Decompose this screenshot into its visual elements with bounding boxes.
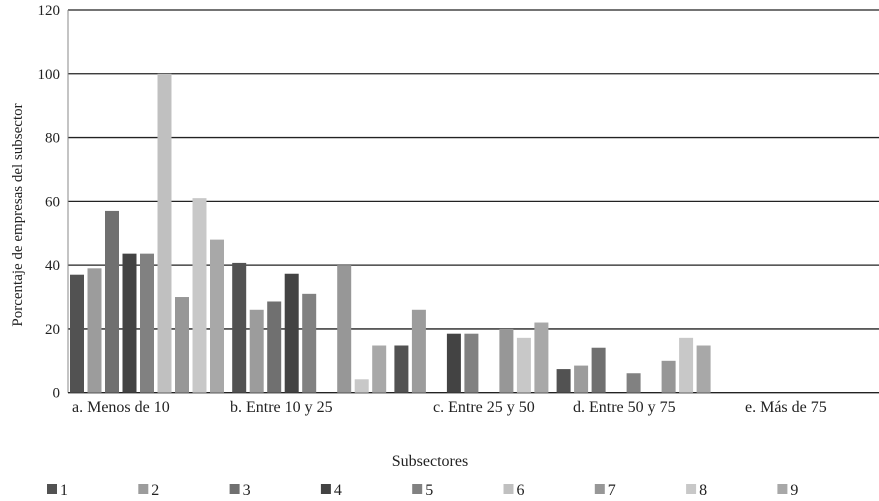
legend-label: 6 [517, 482, 525, 499]
legend-swatch-4 [320, 484, 331, 494]
bar-series-1-2 [394, 345, 409, 393]
bars [70, 73, 711, 393]
bar-series-7-2 [499, 328, 514, 393]
legend-swatch-8 [686, 484, 697, 494]
bar-series-9-2 [534, 322, 549, 393]
legend-swatch-5 [412, 484, 423, 494]
legend-label: 1 [60, 482, 68, 499]
legend-swatch-9 [777, 484, 788, 494]
bar-series-5-1 [302, 293, 317, 393]
bar-series-3-0 [105, 210, 119, 393]
x-tick-labels: a. Menos de 10 b. Entre 10 y 25 c. Entre 2… [72, 399, 827, 416]
bar-series-1-0 [70, 274, 84, 393]
x-tick-label: e. Más de 75 [745, 399, 827, 416]
x-tick-label: b. Entre 10 y 25 [230, 399, 333, 416]
bar-series-3-3 [591, 347, 606, 393]
bar-series-1-3 [556, 369, 571, 393]
y-tick-label: 80 [45, 131, 60, 147]
y-tick-label: 60 [45, 194, 60, 210]
bar-series-7-3 [661, 360, 676, 393]
bar-series-4-1 [284, 273, 299, 393]
legend-label: 4 [334, 482, 342, 499]
bar-series-2-2 [411, 309, 426, 393]
bar-series-2-0 [87, 268, 102, 393]
legend-label: 5 [425, 482, 433, 499]
bar-series-2-1 [249, 309, 264, 393]
legend-swatch-7 [594, 484, 605, 494]
legend-label: 9 [790, 482, 798, 499]
legend-swatch-6 [503, 484, 514, 494]
y-axis-label: Porcentaje de empresas del subsector [10, 103, 26, 326]
legend-swatch-1 [47, 484, 57, 494]
x-tick-label: a. Menos de 10 [72, 399, 170, 416]
bar-series-7-1 [337, 265, 352, 393]
y-tick-label: 20 [45, 322, 60, 338]
bar-series-7-0 [175, 297, 189, 393]
x-tick-label: c. Entre 25 y 50 [433, 399, 535, 416]
legend-label: 7 [608, 482, 616, 499]
legend: 1 2 3 4 5 6 7 8 9 [47, 482, 798, 499]
legend-swatch-3 [229, 484, 240, 494]
bar-series-1-1 [232, 262, 247, 393]
x-axis-label: Subsectores [392, 453, 468, 470]
legend-label: 2 [151, 482, 159, 499]
bar-series-5-2 [464, 333, 479, 393]
y-tick-label: 120 [38, 3, 61, 19]
y-tick-label: 40 [45, 258, 60, 274]
bar-series-4-0 [122, 253, 137, 393]
bar-series-5-0 [140, 253, 154, 393]
y-tick-label: 0 [53, 386, 61, 402]
bar-series-6-0 [157, 73, 172, 393]
bar-series-8-0 [192, 198, 207, 393]
bar-series-8-1 [354, 379, 369, 393]
bar-series-9-1 [372, 345, 387, 393]
legend-label: 3 [243, 482, 251, 499]
bar-series-2-3 [574, 365, 589, 393]
bar-series-9-3 [696, 345, 711, 393]
x-tick-label: d. Entre 50 y 75 [573, 399, 676, 416]
bar-series-5-3 [626, 373, 641, 393]
legend-swatch-2 [138, 484, 149, 494]
bar-series-4-2 [446, 333, 461, 393]
legend-label: 8 [699, 482, 707, 499]
bar-series-3-1 [267, 301, 282, 393]
bar-series-8-2 [516, 337, 531, 393]
bar-series-8-3 [679, 337, 694, 393]
y-tick-label: 100 [38, 67, 61, 83]
y-tick-labels: 0 20 40 60 80 100 120 [38, 3, 61, 402]
bar-series-9-0 [210, 239, 224, 393]
